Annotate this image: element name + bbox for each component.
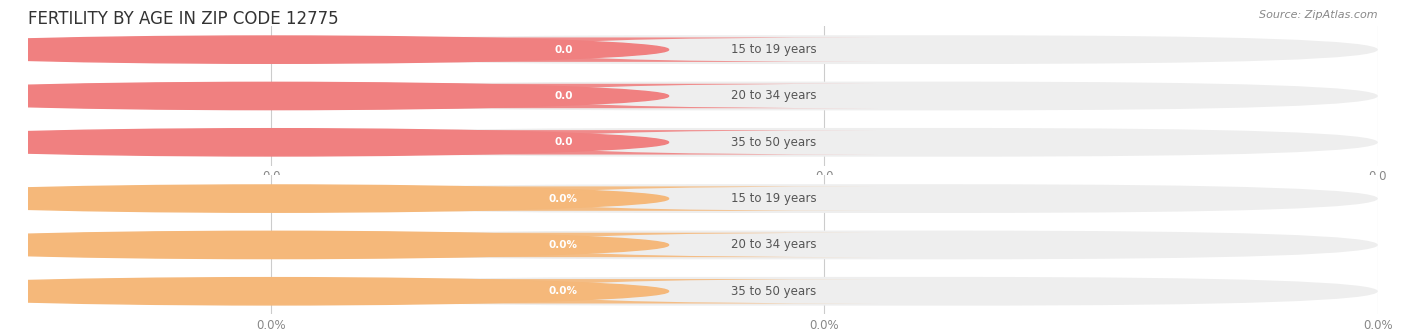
Text: 0.0: 0.0 xyxy=(554,137,572,147)
Text: 0.0%: 0.0% xyxy=(548,194,578,204)
FancyBboxPatch shape xyxy=(271,184,1378,213)
Circle shape xyxy=(0,36,669,63)
Circle shape xyxy=(0,129,669,156)
FancyBboxPatch shape xyxy=(271,277,1378,306)
Text: 0.0: 0.0 xyxy=(554,45,572,55)
FancyBboxPatch shape xyxy=(249,186,877,211)
FancyBboxPatch shape xyxy=(249,84,877,108)
Text: 0.0: 0.0 xyxy=(554,91,572,101)
Text: 20 to 34 years: 20 to 34 years xyxy=(731,89,817,103)
FancyBboxPatch shape xyxy=(249,279,877,304)
Text: 20 to 34 years: 20 to 34 years xyxy=(731,238,817,252)
Text: 15 to 19 years: 15 to 19 years xyxy=(731,192,817,205)
Text: Source: ZipAtlas.com: Source: ZipAtlas.com xyxy=(1260,10,1378,20)
FancyBboxPatch shape xyxy=(249,130,877,155)
Circle shape xyxy=(0,185,669,212)
FancyBboxPatch shape xyxy=(271,128,1378,157)
Text: 0.0%: 0.0% xyxy=(548,286,578,296)
FancyBboxPatch shape xyxy=(249,233,877,257)
FancyBboxPatch shape xyxy=(271,231,1378,259)
Text: FERTILITY BY AGE IN ZIP CODE 12775: FERTILITY BY AGE IN ZIP CODE 12775 xyxy=(28,10,339,28)
FancyBboxPatch shape xyxy=(271,82,1378,110)
Text: 35 to 50 years: 35 to 50 years xyxy=(731,136,817,149)
Text: 0.0%: 0.0% xyxy=(548,240,578,250)
FancyBboxPatch shape xyxy=(271,35,1378,64)
FancyBboxPatch shape xyxy=(249,37,877,62)
Circle shape xyxy=(0,82,669,110)
Text: 15 to 19 years: 15 to 19 years xyxy=(731,43,817,56)
Circle shape xyxy=(0,231,669,259)
Text: 35 to 50 years: 35 to 50 years xyxy=(731,285,817,298)
Circle shape xyxy=(0,278,669,305)
